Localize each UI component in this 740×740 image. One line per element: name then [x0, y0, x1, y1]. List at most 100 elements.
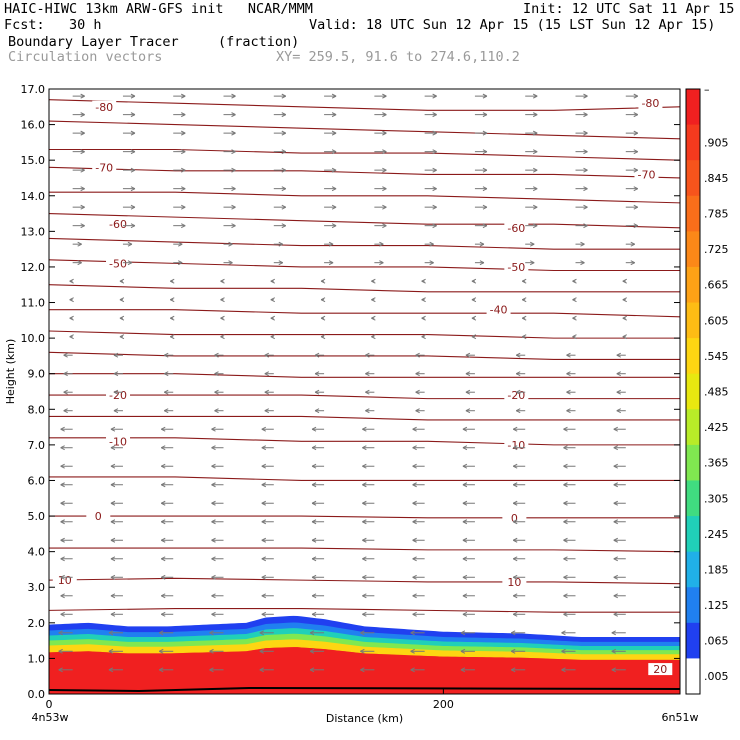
- wind-vector-head: [261, 574, 267, 580]
- wind-vector-head: [633, 204, 638, 210]
- wind-vector-head: [211, 574, 216, 580]
- wind-vector-head: [415, 389, 420, 395]
- wind-vector-head: [512, 482, 518, 488]
- wind-vector-head: [281, 186, 287, 192]
- wind-vector-head: [331, 167, 337, 173]
- isotherm-label-bg: [92, 161, 117, 174]
- wind-vector-head: [566, 389, 571, 395]
- wind-vector-head: [58, 648, 63, 654]
- wind-vector-head: [69, 334, 74, 340]
- wind-vector-head: [231, 149, 236, 155]
- wind-vector-head: [515, 389, 521, 395]
- wind-vector-head: [572, 315, 577, 321]
- y-tick-label: 13.0: [21, 225, 46, 238]
- wind-vector-head: [462, 537, 468, 543]
- wind-vector-head: [281, 223, 287, 229]
- wind-vector-head: [60, 445, 65, 451]
- wind-vector-head: [331, 204, 337, 210]
- wind-vector-head: [561, 667, 566, 673]
- wind-vector-head: [259, 630, 265, 636]
- wind-vector-head: [60, 574, 65, 580]
- wind-vector-head: [362, 519, 367, 525]
- wind-vector-head: [362, 445, 367, 451]
- header-line1-left: HAIC-HIWC 13km ARW-GFS init NCAR/MMM: [4, 1, 313, 17]
- wind-vector-head: [611, 630, 616, 636]
- wind-vector-head: [60, 463, 65, 469]
- wind-vector-head: [563, 445, 568, 451]
- wind-vector-head: [613, 445, 618, 451]
- wind-vector-head: [311, 482, 317, 488]
- wind-vector-head: [412, 445, 417, 451]
- wind-vector-head: [613, 500, 618, 506]
- colorbar-frame: [685, 88, 701, 695]
- wind-vector-head: [360, 630, 365, 636]
- wind-vector-head: [80, 93, 85, 99]
- wind-vector-head: [362, 426, 367, 432]
- colorbar-label: .905: [704, 136, 729, 149]
- wind-vector-head: [110, 500, 116, 506]
- wind-vector-head: [281, 204, 287, 210]
- isotherm-label: -50: [507, 261, 525, 274]
- wind-vector-head: [572, 278, 577, 284]
- wind-vector-head: [181, 223, 186, 229]
- colorbar-swatch: [686, 266, 700, 304]
- wind-vector-head: [311, 556, 317, 562]
- wind-vector-head: [181, 186, 186, 192]
- wind-vector-head: [69, 297, 74, 303]
- wind-vector-head: [161, 556, 166, 562]
- y-tick-label: 14.0: [21, 190, 46, 203]
- wind-vector-head: [211, 463, 216, 469]
- wind-vector-head: [159, 630, 164, 636]
- wind-vector-head: [211, 519, 216, 525]
- wind-vector-head: [164, 371, 169, 377]
- wind-vector-head: [462, 593, 468, 599]
- wind-vector-head: [60, 482, 65, 488]
- wind-vector-head: [563, 500, 568, 506]
- wind-vector-head: [512, 574, 518, 580]
- wind-vector-head: [362, 482, 367, 488]
- wind-vector-head: [80, 204, 85, 210]
- wind-vector-head: [583, 149, 588, 155]
- wind-vector-head: [412, 519, 417, 525]
- colorbar-swatch: [686, 409, 700, 446]
- wind-vector-head: [211, 445, 216, 451]
- wind-vector-head: [261, 500, 267, 506]
- wind-vector-head: [231, 93, 236, 99]
- wind-vector-head: [360, 648, 365, 654]
- wind-vector-head: [532, 223, 538, 229]
- wind-vector-head: [421, 334, 426, 340]
- wind-vector-head: [510, 630, 516, 636]
- wind-vector-head: [379, 260, 384, 266]
- wind-vector-head: [159, 667, 164, 673]
- y-tick-label: 6.0: [28, 474, 46, 487]
- wind-vector-head: [220, 297, 225, 303]
- wind-vector-head: [563, 519, 568, 525]
- wind-vector-head: [382, 93, 387, 99]
- colorbar-label: .485: [704, 386, 729, 399]
- wind-vector-head: [633, 149, 638, 155]
- vector-label: Circulation vectors: [8, 49, 163, 65]
- colorbar-label: .245: [704, 528, 729, 541]
- wind-vector-head: [462, 574, 468, 580]
- wind-vector-head: [108, 648, 114, 654]
- wind-vector-head: [311, 519, 317, 525]
- wind-vector-head: [119, 315, 125, 321]
- wind-vector-head: [231, 130, 236, 136]
- wind-vector-head: [80, 149, 85, 155]
- wind-vector-head: [181, 130, 186, 136]
- wind-vector-head: [80, 186, 85, 192]
- wind-vector-head: [583, 204, 588, 210]
- colorbar-label: .305: [704, 492, 729, 505]
- wind-vector-head: [583, 167, 588, 173]
- wind-vector-head: [622, 278, 627, 284]
- wind-vector-head: [69, 315, 74, 321]
- wind-vector-head: [515, 371, 521, 377]
- wind-vector-head: [512, 463, 518, 469]
- wind-vector-head: [231, 223, 236, 229]
- field-name: Boundary Layer Tracer: [8, 34, 179, 50]
- wind-vector-head: [161, 426, 166, 432]
- isotherm-label: -60: [109, 218, 127, 231]
- wind-vector-head: [382, 204, 387, 210]
- wind-vector-head: [231, 204, 236, 210]
- isotherm-label: 10: [507, 576, 521, 589]
